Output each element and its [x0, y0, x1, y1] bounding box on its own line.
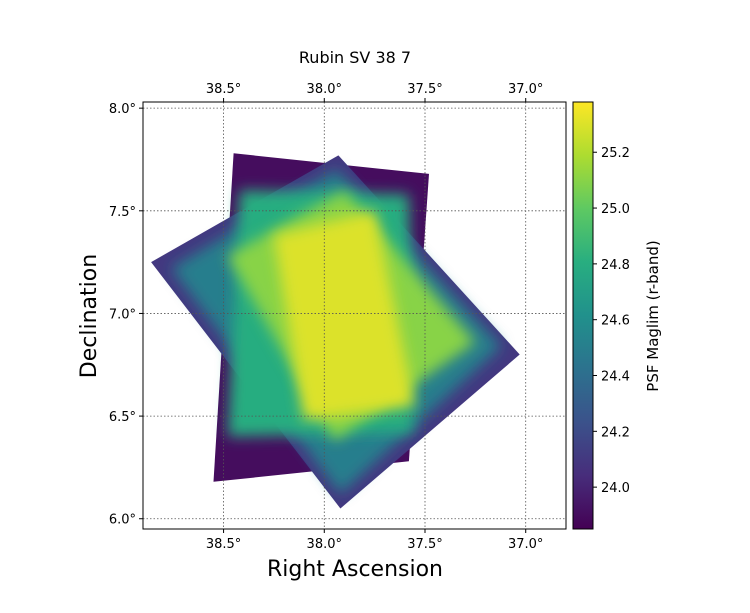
x-tick-label-top: 37.5°: [407, 82, 442, 97]
colorbar-tick-label: 24.6: [601, 314, 630, 329]
colorbar-tick-label: 25.2: [601, 146, 630, 161]
x-tick-label: 38.5°: [206, 537, 241, 552]
colorbar-tick-label: 24.8: [601, 258, 630, 273]
y-tick-label: 6.0°: [109, 513, 136, 528]
x-tick-label-top: 38.5°: [206, 82, 241, 97]
colorbar-label: PSF Maglim (r-band): [644, 240, 662, 391]
x-tick-label: 38.0°: [307, 537, 342, 552]
x-tick-label-top: 38.0°: [307, 82, 342, 97]
y-tick-label: 7.5°: [109, 205, 136, 220]
coverage-deepest-core: [273, 210, 415, 421]
coverage-map: [151, 153, 520, 509]
colorbar-tick-label: 24.0: [601, 481, 630, 496]
plot-frame: [142, 101, 567, 530]
y-tick-label: 7.0°: [109, 307, 136, 322]
colorbar-ticks: 24.0 24.2 24.4 24.6 24.8 25.0 25.2: [593, 146, 630, 496]
colorbar-tick-label: 24.2: [601, 425, 630, 440]
x-tick-label: 37.0°: [508, 537, 543, 552]
x-axis-ticks: 38.5° 38.5° 38.0° 38.0° 37.5° 37.5° 37.0° 37.0°: [206, 82, 544, 552]
chart-title: Rubin SV 38 7: [299, 48, 411, 67]
y-tick-label: 8.0°: [109, 102, 136, 117]
colorbar-tick-label: 24.4: [601, 370, 630, 385]
x-tick-label-top: 37.0°: [508, 82, 543, 97]
x-tick-label: 37.5°: [407, 537, 442, 552]
grid-lines: [143, 102, 566, 529]
y-axis-ticks: 6.0° 6.5° 7.0° 7.5° 8.0°: [109, 102, 143, 528]
y-axis-label: Declination: [77, 254, 102, 378]
y-tick-label: 6.5°: [109, 410, 136, 425]
colorbar-tick-label: 25.0: [601, 202, 630, 217]
x-axis-label: Right Ascension: [267, 557, 443, 582]
colorbar: [572, 101, 594, 530]
